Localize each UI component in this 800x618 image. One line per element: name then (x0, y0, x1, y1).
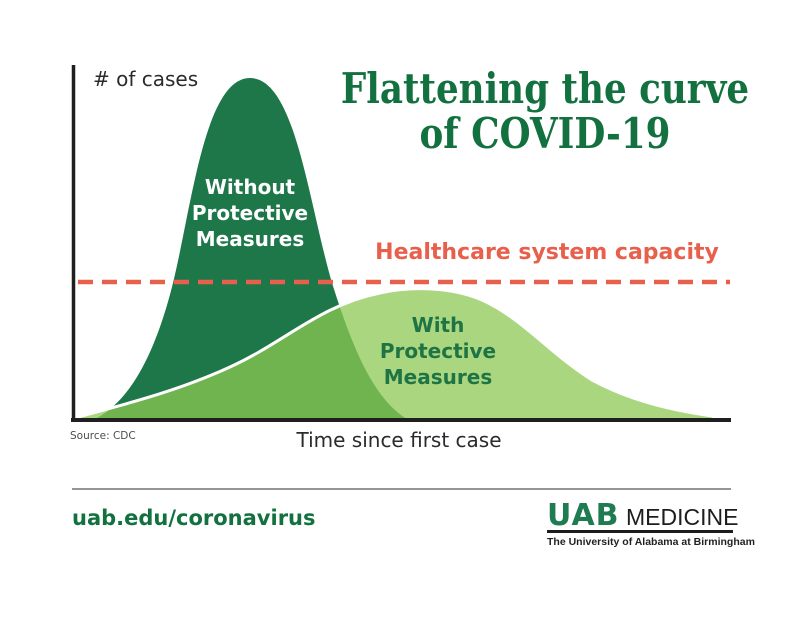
with-measures-curve (78, 288, 712, 418)
with-measures-label: With Protective Measures (379, 313, 497, 389)
y-axis-label: # of cases (93, 67, 199, 91)
footer-divider (72, 488, 731, 490)
university-tagline: The University of Alabama at Birmingham (547, 536, 755, 548)
without-measures-label: Without Protective Measures (191, 175, 309, 251)
chart-title-line1: Flattening the curve (340, 64, 750, 113)
uab-medicine-wordmark: MEDICINE (626, 504, 739, 530)
uab-logo-mark: UAB (547, 498, 620, 533)
coronavirus-url-link[interactable]: uab.edu/coronavirus (72, 506, 316, 530)
logo-underline-rule (547, 530, 733, 533)
source-note: Source: CDC (70, 430, 136, 442)
chart-title-line2: of COVID-19 (419, 109, 671, 158)
capacity-line-label: Healthcare system capacity (375, 240, 719, 265)
x-axis-label: Time since first case (296, 428, 502, 452)
with-measures-curve-outline (76, 287, 714, 419)
